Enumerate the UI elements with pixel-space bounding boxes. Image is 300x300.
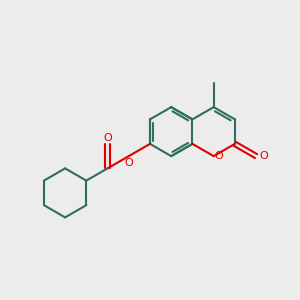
Text: O: O <box>124 158 133 168</box>
Text: O: O <box>214 151 224 160</box>
Text: O: O <box>259 151 268 161</box>
Text: O: O <box>103 133 112 143</box>
